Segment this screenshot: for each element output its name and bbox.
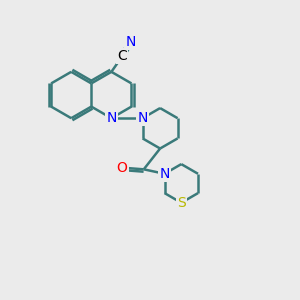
Text: C: C — [118, 49, 127, 63]
Text: S: S — [177, 196, 186, 210]
Text: N: N — [125, 35, 136, 49]
Text: O: O — [117, 161, 128, 175]
Text: N: N — [106, 111, 117, 125]
Text: N: N — [159, 167, 170, 181]
Text: N: N — [137, 111, 148, 125]
